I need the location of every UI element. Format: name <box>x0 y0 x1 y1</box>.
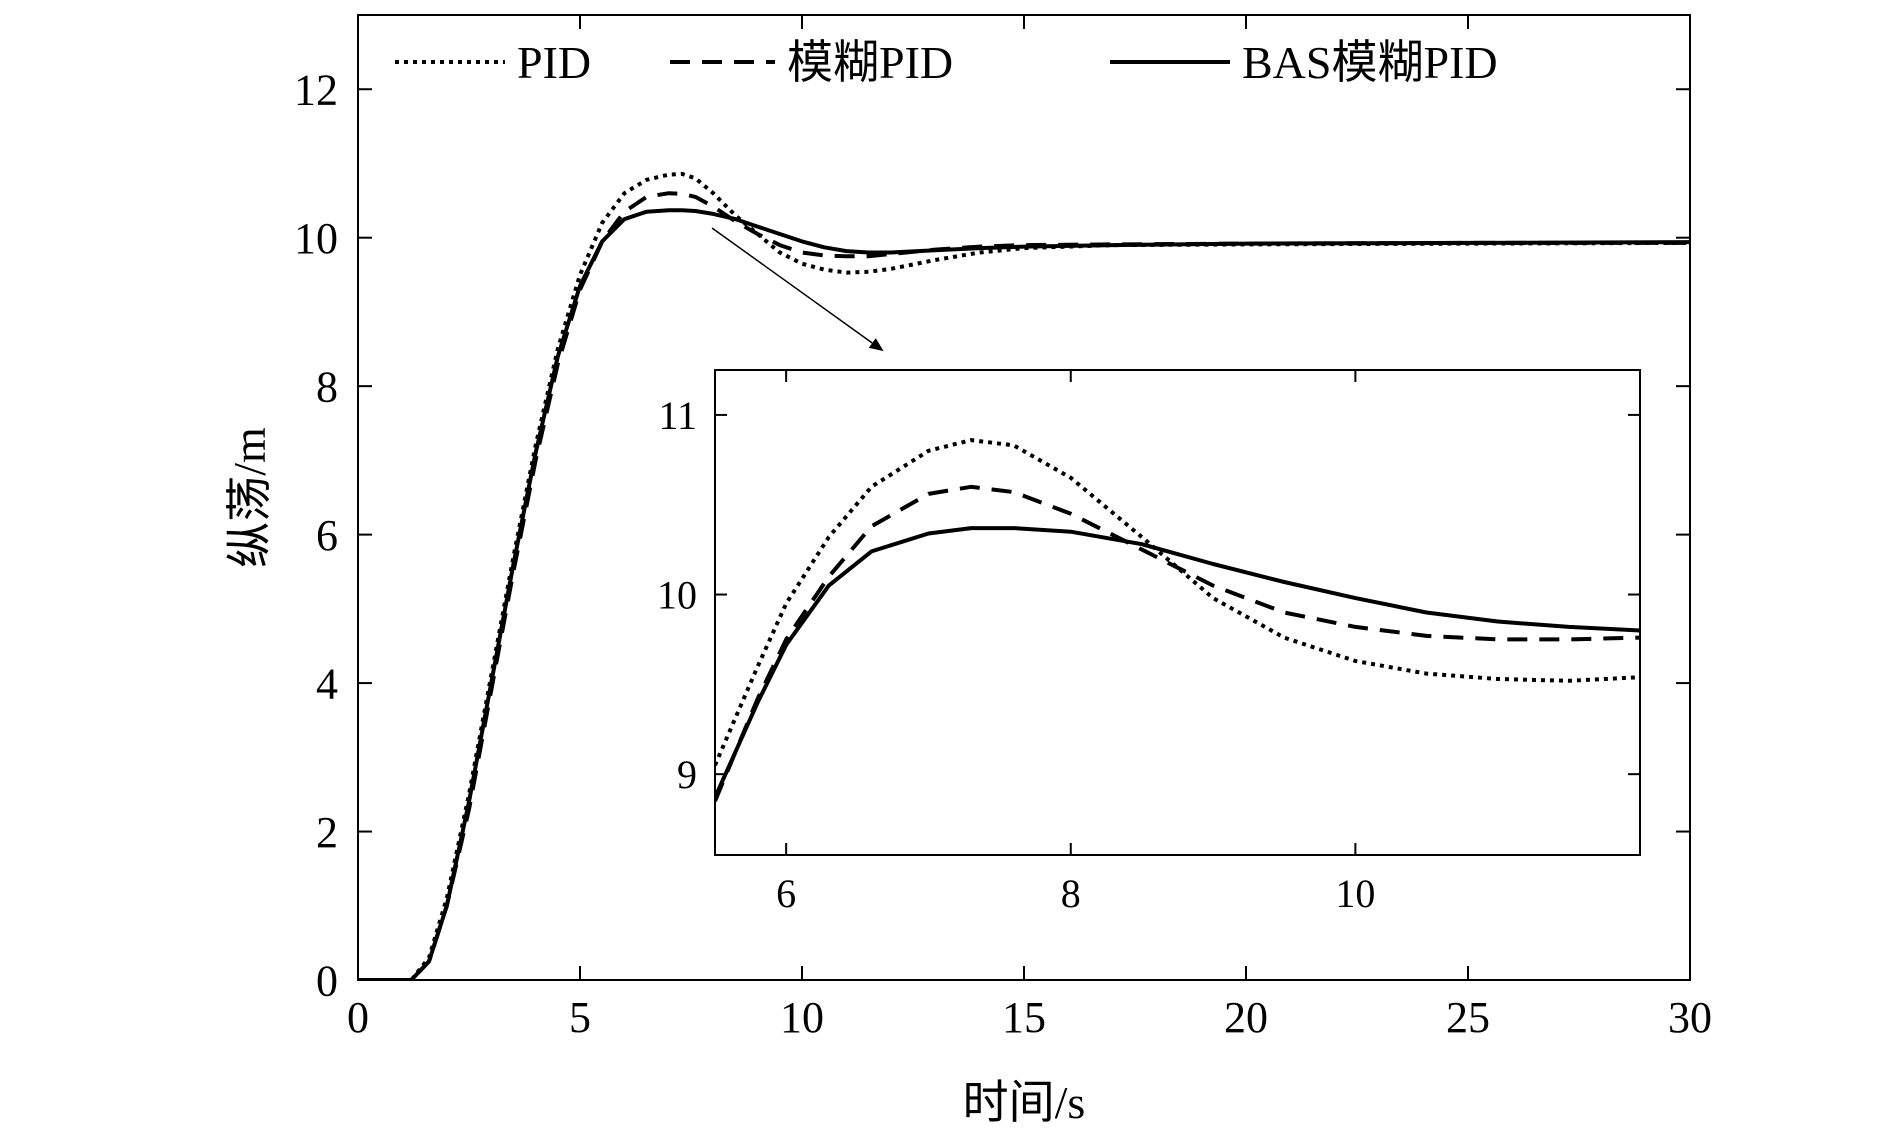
main-x-tick-label: 30 <box>1668 993 1712 1042</box>
main-x-tick-label: 20 <box>1224 993 1268 1042</box>
inset-x-tick-label: 10 <box>1335 871 1375 916</box>
zoom-arrow <box>711 227 884 352</box>
main-y-tick-label: 12 <box>294 66 338 115</box>
main-x-tick-label: 0 <box>347 993 369 1042</box>
inset-frame <box>714 369 1641 856</box>
inset-series-2-line <box>715 484 1640 802</box>
main-y-tick-label: 4 <box>316 659 338 708</box>
main-y-tick-label: 8 <box>316 363 338 412</box>
legend-label-3: BAS模糊PID <box>1242 37 1498 88</box>
main-x-tick-label: 5 <box>569 993 591 1042</box>
y-axis-label: 纵荡/m <box>224 427 275 568</box>
inset-x-tick-label: 8 <box>1061 871 1081 916</box>
inset-y-tick-label: 9 <box>677 752 697 797</box>
main-x-tick-label: 10 <box>780 993 824 1042</box>
inset-y-tick-label: 11 <box>658 393 697 438</box>
legend-label-1: PID <box>517 37 591 88</box>
main-y-tick-label: 2 <box>316 808 338 857</box>
main-x-tick-label: 15 <box>1002 993 1046 1042</box>
inset-y-tick-label: 10 <box>657 573 697 618</box>
inset-series-1-line <box>715 438 1640 766</box>
inset-x-tick-label: 6 <box>776 871 796 916</box>
main-y-tick-label: 0 <box>316 956 338 1005</box>
zoom-arrow-line <box>711 227 884 352</box>
inset-series-3-line <box>715 526 1640 799</box>
main-series-3-line <box>358 208 1690 980</box>
legend: PID 模糊PID BAS模糊PID <box>395 37 1498 88</box>
main-x-tick-label: 25 <box>1446 993 1490 1042</box>
main-y-tick-label: 6 <box>316 511 338 560</box>
x-axis-label: 时间/s <box>963 1077 1086 1128</box>
legend-label-2: 模糊PID <box>787 37 953 88</box>
main-axes: 0 5 10 15 20 25 30 0 2 4 6 8 10 12 <box>294 14 1712 1042</box>
inset-axes: 6 8 10 9 10 11 <box>657 369 1641 916</box>
main-y-tick-label: 10 <box>294 214 338 263</box>
